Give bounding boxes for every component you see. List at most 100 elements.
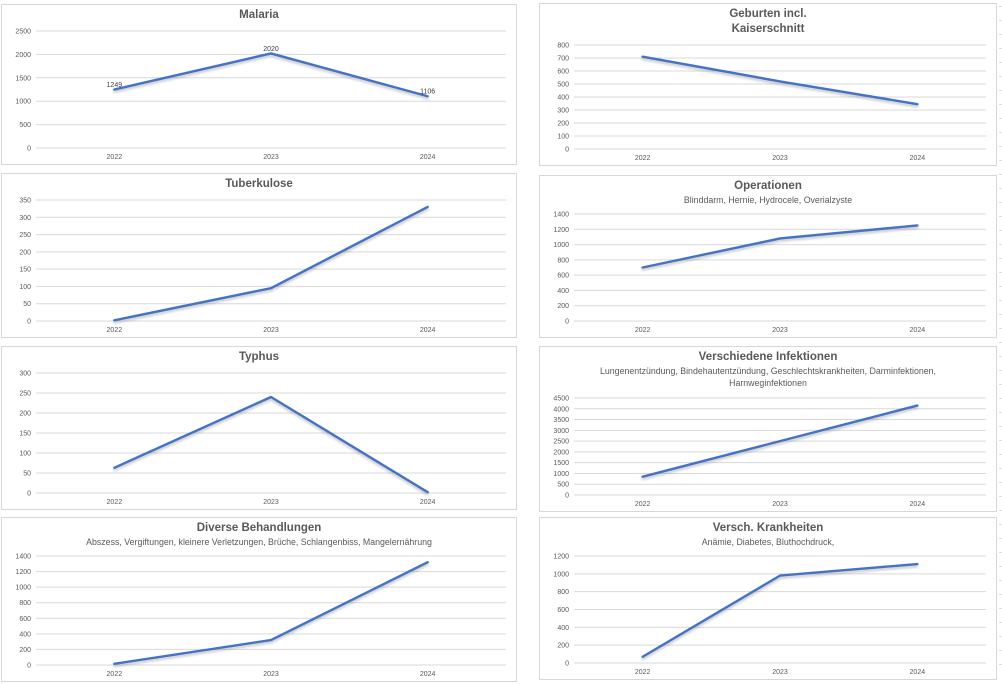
- svg-text:1200: 1200: [15, 569, 31, 576]
- svg-text:350: 350: [19, 197, 31, 204]
- svg-text:2023: 2023: [263, 671, 279, 678]
- svg-text:400: 400: [557, 94, 569, 101]
- chart-panel-infektionen[interactable]: Verschiedene Infektionen Lungenentzündun…: [539, 346, 997, 512]
- svg-text:1200: 1200: [553, 227, 569, 234]
- svg-text:2023: 2023: [772, 501, 788, 508]
- chart-title: Typhus: [238, 351, 280, 363]
- svg-text:1000: 1000: [15, 585, 31, 592]
- svg-text:600: 600: [557, 273, 569, 280]
- chart-title: Operationen: [734, 180, 802, 192]
- svg-text:1000: 1000: [553, 572, 569, 579]
- svg-text:200: 200: [557, 303, 569, 310]
- svg-text:800: 800: [557, 258, 569, 265]
- svg-text:150: 150: [19, 430, 31, 437]
- line-chart-plot-area: 0 500 1000 1500 2000 2500 3000 3500 4000 4500 2022…: [540, 390, 996, 511]
- svg-text:800: 800: [557, 589, 569, 596]
- svg-text:200: 200: [19, 647, 31, 654]
- chart-title: Diverse Behandlungen: [196, 522, 322, 534]
- spreadsheet-gridline-stubs: [999, 6, 1002, 678]
- svg-text:2023: 2023: [263, 154, 279, 161]
- chart-panel-operationen[interactable]: Operationen Blinddarm, Hernie, Hydrocele…: [539, 175, 997, 338]
- svg-text:2023: 2023: [772, 669, 788, 676]
- chart-subtitle: Anämie, Diabetes, Bluthochdruck,: [701, 536, 835, 547]
- svg-text:500: 500: [557, 81, 569, 88]
- svg-text:600: 600: [19, 616, 31, 623]
- svg-text:0: 0: [27, 663, 31, 670]
- chart-title: Tuberkulose: [225, 178, 293, 190]
- svg-text:50: 50: [23, 301, 31, 308]
- chart-panel-tuberkulose[interactable]: Tuberkulose 0 50 100 150 200 250 300 350 2022 202…: [1, 173, 517, 338]
- svg-text:2022: 2022: [107, 671, 123, 678]
- svg-text:2023: 2023: [263, 327, 279, 334]
- svg-text:250: 250: [19, 390, 31, 397]
- svg-text:300: 300: [557, 107, 569, 114]
- svg-text:0: 0: [565, 492, 569, 499]
- svg-text:2022: 2022: [107, 327, 123, 334]
- svg-text:1500: 1500: [15, 75, 31, 82]
- svg-text:500: 500: [557, 481, 569, 488]
- svg-text:2500: 2500: [553, 438, 569, 445]
- svg-text:2022: 2022: [635, 327, 651, 334]
- svg-text:2022: 2022: [107, 499, 123, 506]
- svg-text:0: 0: [565, 146, 569, 153]
- svg-text:0: 0: [565, 661, 569, 668]
- svg-text:1400: 1400: [553, 212, 569, 219]
- chart-panel-behandlungen[interactable]: Diverse Behandlungen Abszess, Vergiftung…: [1, 517, 517, 682]
- svg-text:200: 200: [19, 410, 31, 417]
- svg-text:800: 800: [19, 600, 31, 607]
- svg-text:500: 500: [19, 122, 31, 129]
- line-chart-plot-area: 0 200 400 600 800 1000 1200 2022 2023 2024: [540, 548, 996, 679]
- svg-text:2024: 2024: [910, 501, 926, 508]
- svg-text:300: 300: [19, 370, 31, 377]
- line-chart-plot-area: 0 50 100 150 200 250 300 2022 2023 2024: [2, 365, 516, 509]
- chart-panel-krankheiten[interactable]: Versch. Krankheiten Anämie, Diabetes, Bl…: [539, 517, 997, 680]
- svg-text:2022: 2022: [107, 154, 123, 161]
- svg-text:2022: 2022: [635, 155, 651, 162]
- data-label: 1106: [420, 89, 435, 96]
- svg-text:100: 100: [19, 450, 31, 457]
- svg-text:2024: 2024: [910, 155, 926, 162]
- data-label: 1249: [107, 82, 123, 89]
- svg-text:1400: 1400: [15, 554, 31, 561]
- data-label: 2020: [263, 46, 279, 53]
- svg-text:100: 100: [557, 133, 569, 140]
- svg-text:3000: 3000: [553, 427, 569, 434]
- line-chart-plot-area: 0 200 400 600 800 1000 1200 1400 2022 2023 2024: [2, 548, 516, 681]
- line-chart-plot-area: 0 500 1000 1500 2000 2500 2022 2023 2024 1249 2020…: [2, 23, 516, 164]
- svg-text:2000: 2000: [553, 449, 569, 456]
- chart-panel-geburten[interactable]: Geburten incl. Kaiserschnitt 0 100 200 300 4…: [539, 3, 997, 166]
- chart-panel-malaria[interactable]: Malaria 0 500 1000 1500 2000 2500 2022 2023 2024…: [1, 4, 517, 165]
- line-chart-plot-area: 0 100 200 300 400 500 600 700 800 2022 2023 2024: [540, 37, 996, 165]
- svg-text:2024: 2024: [910, 669, 926, 676]
- svg-text:2024: 2024: [420, 154, 436, 161]
- svg-text:600: 600: [557, 607, 569, 614]
- svg-text:2024: 2024: [910, 327, 926, 334]
- svg-text:2023: 2023: [263, 499, 279, 506]
- svg-text:0: 0: [565, 319, 569, 326]
- svg-text:2000: 2000: [15, 52, 31, 59]
- chart-panel-typhus[interactable]: Typhus 0 50 100 150 200 250 300 2022 2023 2024: [1, 346, 517, 510]
- svg-text:400: 400: [557, 625, 569, 632]
- svg-text:2024: 2024: [420, 499, 436, 506]
- svg-text:1000: 1000: [15, 99, 31, 106]
- svg-text:50: 50: [23, 470, 31, 477]
- svg-text:0: 0: [27, 490, 31, 497]
- svg-text:600: 600: [557, 68, 569, 75]
- svg-text:400: 400: [557, 288, 569, 295]
- svg-text:2022: 2022: [635, 501, 651, 508]
- chart-title: Malaria: [239, 9, 279, 21]
- chart-subtitle: Blinddarm, Hernie, Hydrocele, Overialzys…: [683, 194, 853, 205]
- svg-text:200: 200: [19, 249, 31, 256]
- svg-text:0: 0: [27, 145, 31, 152]
- svg-text:300: 300: [19, 215, 31, 222]
- svg-text:200: 200: [557, 120, 569, 127]
- svg-text:4000: 4000: [553, 406, 569, 413]
- svg-text:0: 0: [27, 318, 31, 325]
- svg-text:200: 200: [557, 643, 569, 650]
- svg-text:2024: 2024: [420, 671, 436, 678]
- svg-text:1000: 1000: [553, 242, 569, 249]
- svg-text:100: 100: [19, 284, 31, 291]
- svg-text:2023: 2023: [772, 327, 788, 334]
- svg-text:2022: 2022: [635, 669, 651, 676]
- chart-subtitle: Abszess, Vergiftungen, kleinere Verletzu…: [86, 536, 432, 547]
